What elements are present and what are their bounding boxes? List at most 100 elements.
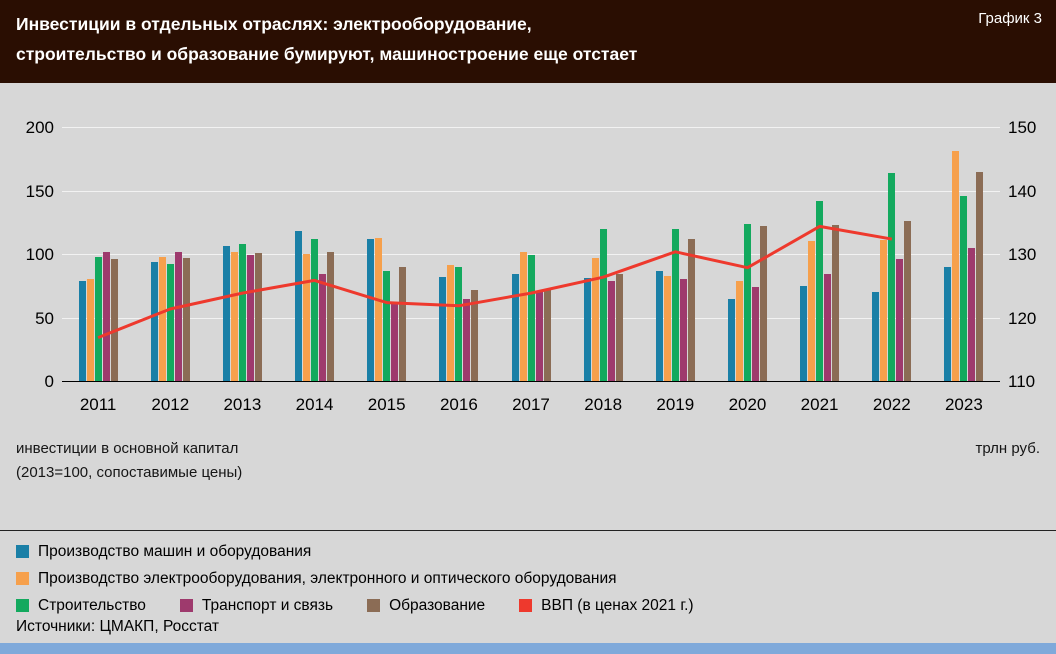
bar — [246, 255, 254, 381]
bar — [960, 195, 968, 381]
bar — [736, 280, 743, 381]
bar — [319, 274, 326, 381]
bar — [968, 247, 976, 381]
bottom-strip — [0, 643, 1056, 654]
legend-item: Транспорт и связь — [179, 596, 334, 615]
bar — [439, 276, 447, 381]
bar — [808, 241, 816, 381]
y-tick-left: 0 — [44, 372, 54, 391]
bar — [543, 289, 551, 381]
x-tick: 2017 — [512, 395, 550, 414]
bar — [311, 238, 318, 381]
bar — [752, 287, 759, 381]
legend-label: Строительство — [38, 596, 146, 614]
y-tick-right: 130 — [1008, 245, 1037, 264]
x-tick: 2011 — [79, 395, 117, 414]
bar — [527, 255, 535, 381]
bar — [671, 228, 679, 381]
bar — [583, 278, 591, 381]
legend-label: Производство электрооборудования, электр… — [38, 569, 617, 587]
gridline — [62, 127, 1000, 128]
y-tick-right: 140 — [1008, 181, 1037, 201]
bar — [944, 266, 952, 381]
legend-swatch — [519, 599, 533, 612]
bar — [182, 257, 190, 381]
bar — [888, 172, 896, 381]
y-tick-left: 150 — [25, 181, 54, 201]
bar — [760, 226, 767, 381]
bar — [399, 266, 407, 381]
legend-row: Производство машин и оборудования — [16, 538, 728, 565]
bar — [222, 246, 230, 381]
x-axis-baseline — [62, 381, 1000, 382]
bar — [872, 292, 880, 381]
x-tick: 2021 — [800, 395, 839, 414]
x-tick: 2022 — [872, 395, 911, 414]
bar — [471, 289, 479, 381]
x-tick: 2016 — [439, 395, 478, 414]
x-tick: 2012 — [151, 395, 190, 414]
bar — [391, 302, 399, 381]
legend-row: Строительство Транспорт и связь Образовани… — [16, 592, 728, 619]
axis-note-left-line1: инвестиции в основной капитал — [16, 440, 239, 457]
legend-item: Производство машин и оборудования — [16, 543, 311, 561]
bar — [896, 259, 904, 381]
legend-item: ВВП (в ценах 2021 г.) — [519, 597, 694, 615]
bar — [230, 251, 238, 381]
bar — [447, 265, 455, 381]
legend-swatch — [367, 599, 381, 612]
bar — [383, 270, 391, 381]
bar — [455, 266, 463, 381]
bar — [952, 151, 960, 381]
legend-label: Образование — [389, 596, 486, 614]
legend-swatch — [179, 599, 193, 612]
title-line-2: строительство и образование бумируют, ма… — [16, 44, 638, 64]
header: Инвестиции в отдельных отраслях: электро… — [0, 0, 1056, 83]
bar — [687, 238, 695, 381]
bar — [607, 280, 615, 381]
legend-divider — [0, 530, 1056, 531]
bar — [744, 223, 751, 381]
plot-area — [62, 127, 1000, 382]
x-tick: 2023 — [944, 395, 983, 414]
bar — [86, 279, 94, 381]
page-title: Инвестиции в отдельных отраслях: электро… — [16, 9, 637, 69]
bar — [904, 221, 912, 381]
bar — [327, 251, 334, 381]
legend-label: Производство машин и оборудования — [38, 542, 312, 560]
bar — [150, 261, 158, 381]
bar — [254, 252, 262, 381]
legend: Производство машин и оборудования Произво… — [16, 538, 728, 619]
bar — [679, 279, 687, 381]
bar — [880, 240, 888, 381]
legend-swatch — [16, 599, 29, 612]
bar — [663, 275, 671, 381]
bar — [303, 254, 310, 381]
title-line-1: Инвестиции в отдельных отраслях: электро… — [16, 14, 532, 34]
bar — [599, 228, 607, 381]
axis-note-left-line2: (2013=100, сопоставимые цены) — [16, 464, 243, 481]
bar — [655, 270, 663, 381]
y-tick-left: 200 — [25, 118, 54, 137]
bar — [728, 298, 735, 381]
legend-label: Транспорт и связь — [201, 596, 334, 614]
y-tick-left: 100 — [25, 245, 54, 264]
bar — [511, 274, 519, 381]
legend-swatch — [16, 572, 29, 585]
bar — [78, 280, 86, 381]
axis-note-right: трлн руб. — [975, 440, 1040, 457]
bar — [816, 200, 824, 381]
bar — [158, 256, 166, 381]
legend-item: Производство электрооборудования, электр… — [16, 570, 617, 588]
legend-item: Строительство — [16, 597, 146, 615]
bar — [800, 285, 808, 381]
source-note: Источники: ЦМАКП, Росстат — [16, 618, 220, 635]
legend-row: Производство электрооборудования, электр… — [16, 565, 728, 592]
legend-swatch — [16, 545, 29, 558]
bar — [615, 274, 623, 381]
bar — [94, 256, 102, 381]
y-tick-right: 120 — [1008, 308, 1037, 328]
x-tick: 2018 — [584, 395, 623, 414]
bar — [102, 251, 110, 381]
bar — [832, 224, 840, 381]
